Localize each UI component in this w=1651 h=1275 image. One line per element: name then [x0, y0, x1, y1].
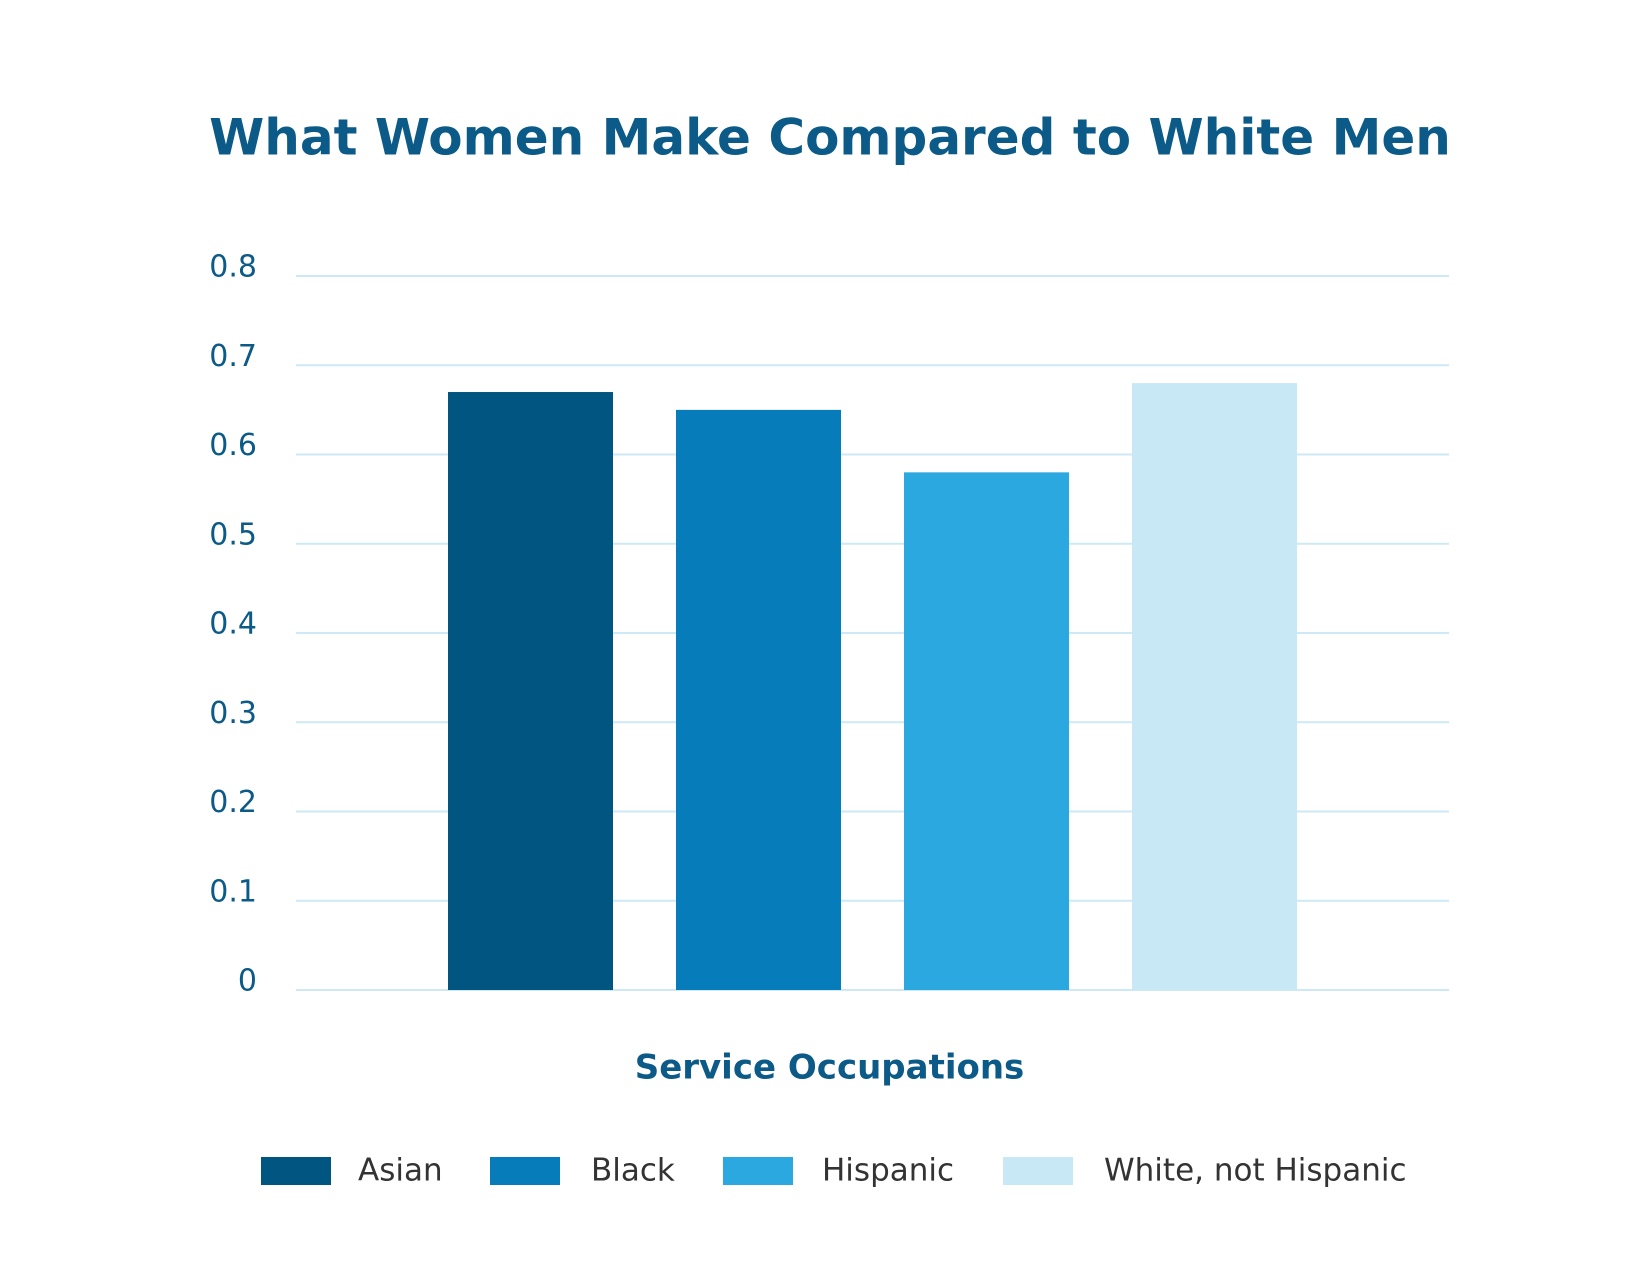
y-tick-label: 0.7	[209, 339, 257, 374]
legend-swatch	[261, 1157, 331, 1185]
legend-label: Asian	[358, 1153, 443, 1189]
legend-label: White, not Hispanic	[1104, 1153, 1407, 1189]
legend-label: Hispanic	[822, 1153, 954, 1189]
bar	[1132, 383, 1297, 991]
y-tick-label: 0.3	[209, 696, 257, 731]
y-tick-label: 0.6	[209, 428, 257, 463]
bar	[676, 409, 841, 990]
x-tick-label: Service Occupations	[635, 1048, 1025, 1088]
bar	[448, 392, 613, 990]
y-tick-label: 0.1	[209, 874, 257, 909]
chart-title: What Women Make Compared to White Men	[209, 109, 1451, 167]
y-tick-label: 0.5	[209, 517, 257, 552]
legend-swatch	[723, 1157, 793, 1185]
bar	[904, 472, 1069, 991]
y-tick-label: 0	[238, 964, 257, 999]
y-tick-label: 0.2	[209, 785, 257, 820]
legend-label: Black	[591, 1153, 675, 1189]
y-tick-label: 0.8	[209, 250, 257, 285]
legend-swatch	[1003, 1157, 1073, 1185]
legend-swatch	[490, 1157, 560, 1185]
y-tick-label: 0.4	[209, 607, 257, 642]
